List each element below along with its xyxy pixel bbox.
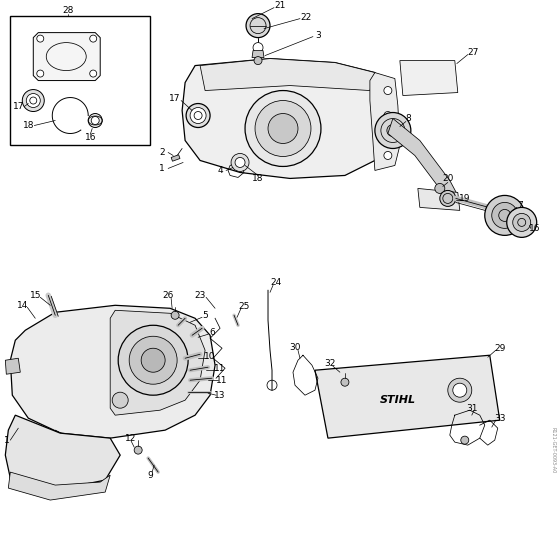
Circle shape [461, 436, 469, 444]
Circle shape [440, 190, 456, 207]
Circle shape [235, 157, 245, 167]
Text: 29: 29 [494, 344, 506, 353]
Circle shape [22, 90, 44, 111]
Circle shape [254, 57, 262, 64]
Circle shape [190, 108, 206, 124]
Text: 24: 24 [270, 278, 282, 287]
Text: 26: 26 [162, 291, 174, 300]
Text: 31: 31 [466, 404, 478, 413]
Text: 5: 5 [202, 311, 208, 320]
Text: 12: 12 [124, 433, 136, 442]
Text: 30: 30 [289, 343, 301, 352]
Text: 32: 32 [324, 359, 335, 368]
Text: 17: 17 [12, 102, 24, 111]
Circle shape [90, 70, 97, 77]
Circle shape [492, 202, 518, 228]
Text: 1: 1 [4, 436, 10, 445]
Circle shape [171, 311, 179, 319]
Circle shape [387, 124, 399, 137]
Text: 18: 18 [22, 121, 34, 130]
Circle shape [384, 151, 392, 160]
Circle shape [90, 35, 97, 42]
Circle shape [485, 195, 525, 235]
Polygon shape [200, 59, 375, 91]
Text: 6: 6 [209, 328, 215, 337]
Polygon shape [388, 119, 458, 200]
Polygon shape [252, 50, 264, 58]
Text: 16: 16 [529, 224, 540, 233]
Text: R121-GET-0093-A0: R121-GET-0093-A0 [550, 427, 555, 473]
Circle shape [134, 446, 142, 454]
Text: 15: 15 [30, 291, 41, 300]
Text: 1: 1 [159, 164, 165, 173]
Circle shape [112, 392, 128, 408]
Polygon shape [8, 472, 110, 500]
Polygon shape [400, 60, 458, 96]
Circle shape [231, 153, 249, 171]
Text: 22: 22 [300, 13, 311, 22]
Text: 2: 2 [160, 148, 165, 157]
Polygon shape [5, 358, 20, 374]
Circle shape [88, 114, 102, 128]
Text: 14: 14 [17, 301, 28, 310]
Polygon shape [370, 73, 400, 170]
Text: 16: 16 [85, 133, 96, 142]
Circle shape [384, 87, 392, 95]
Text: 33: 33 [494, 414, 506, 423]
Circle shape [435, 184, 445, 193]
Circle shape [507, 207, 536, 237]
Circle shape [253, 43, 263, 53]
Polygon shape [33, 32, 100, 81]
Circle shape [384, 111, 392, 119]
Circle shape [37, 70, 44, 77]
Polygon shape [418, 188, 460, 211]
Circle shape [513, 213, 531, 231]
Text: 28: 28 [63, 6, 74, 15]
Text: 21: 21 [274, 1, 286, 10]
Text: 13: 13 [214, 391, 226, 400]
Bar [10, 16, 150, 146]
Circle shape [268, 114, 298, 143]
Polygon shape [10, 305, 215, 438]
Circle shape [246, 13, 270, 38]
Text: 9: 9 [147, 470, 153, 479]
Text: 11: 11 [214, 364, 226, 373]
Text: 4: 4 [217, 166, 223, 175]
Text: 18: 18 [252, 174, 264, 183]
Polygon shape [5, 415, 120, 490]
Circle shape [255, 101, 311, 156]
Circle shape [26, 94, 40, 108]
Text: 17: 17 [169, 94, 181, 103]
Polygon shape [315, 355, 500, 438]
Circle shape [453, 383, 467, 397]
Circle shape [118, 325, 188, 395]
Circle shape [186, 104, 210, 128]
Circle shape [129, 336, 177, 384]
Text: 10: 10 [204, 352, 216, 361]
Circle shape [245, 91, 321, 166]
Text: 25: 25 [239, 302, 250, 311]
Text: STIHL: STIHL [380, 395, 416, 405]
Circle shape [375, 113, 411, 148]
Text: 8: 8 [405, 114, 410, 123]
Text: 27: 27 [467, 48, 478, 57]
Text: 23: 23 [194, 291, 206, 300]
Text: 3: 3 [315, 31, 321, 40]
Circle shape [37, 35, 44, 42]
Circle shape [141, 348, 165, 372]
Circle shape [341, 378, 349, 386]
Text: 11: 11 [216, 376, 228, 385]
Text: 19: 19 [459, 194, 470, 203]
Text: 20: 20 [442, 174, 454, 183]
Polygon shape [110, 310, 205, 415]
Polygon shape [182, 59, 388, 179]
Circle shape [448, 378, 472, 402]
Text: 7: 7 [517, 201, 522, 210]
Circle shape [91, 116, 99, 124]
Bar [171, 155, 180, 161]
